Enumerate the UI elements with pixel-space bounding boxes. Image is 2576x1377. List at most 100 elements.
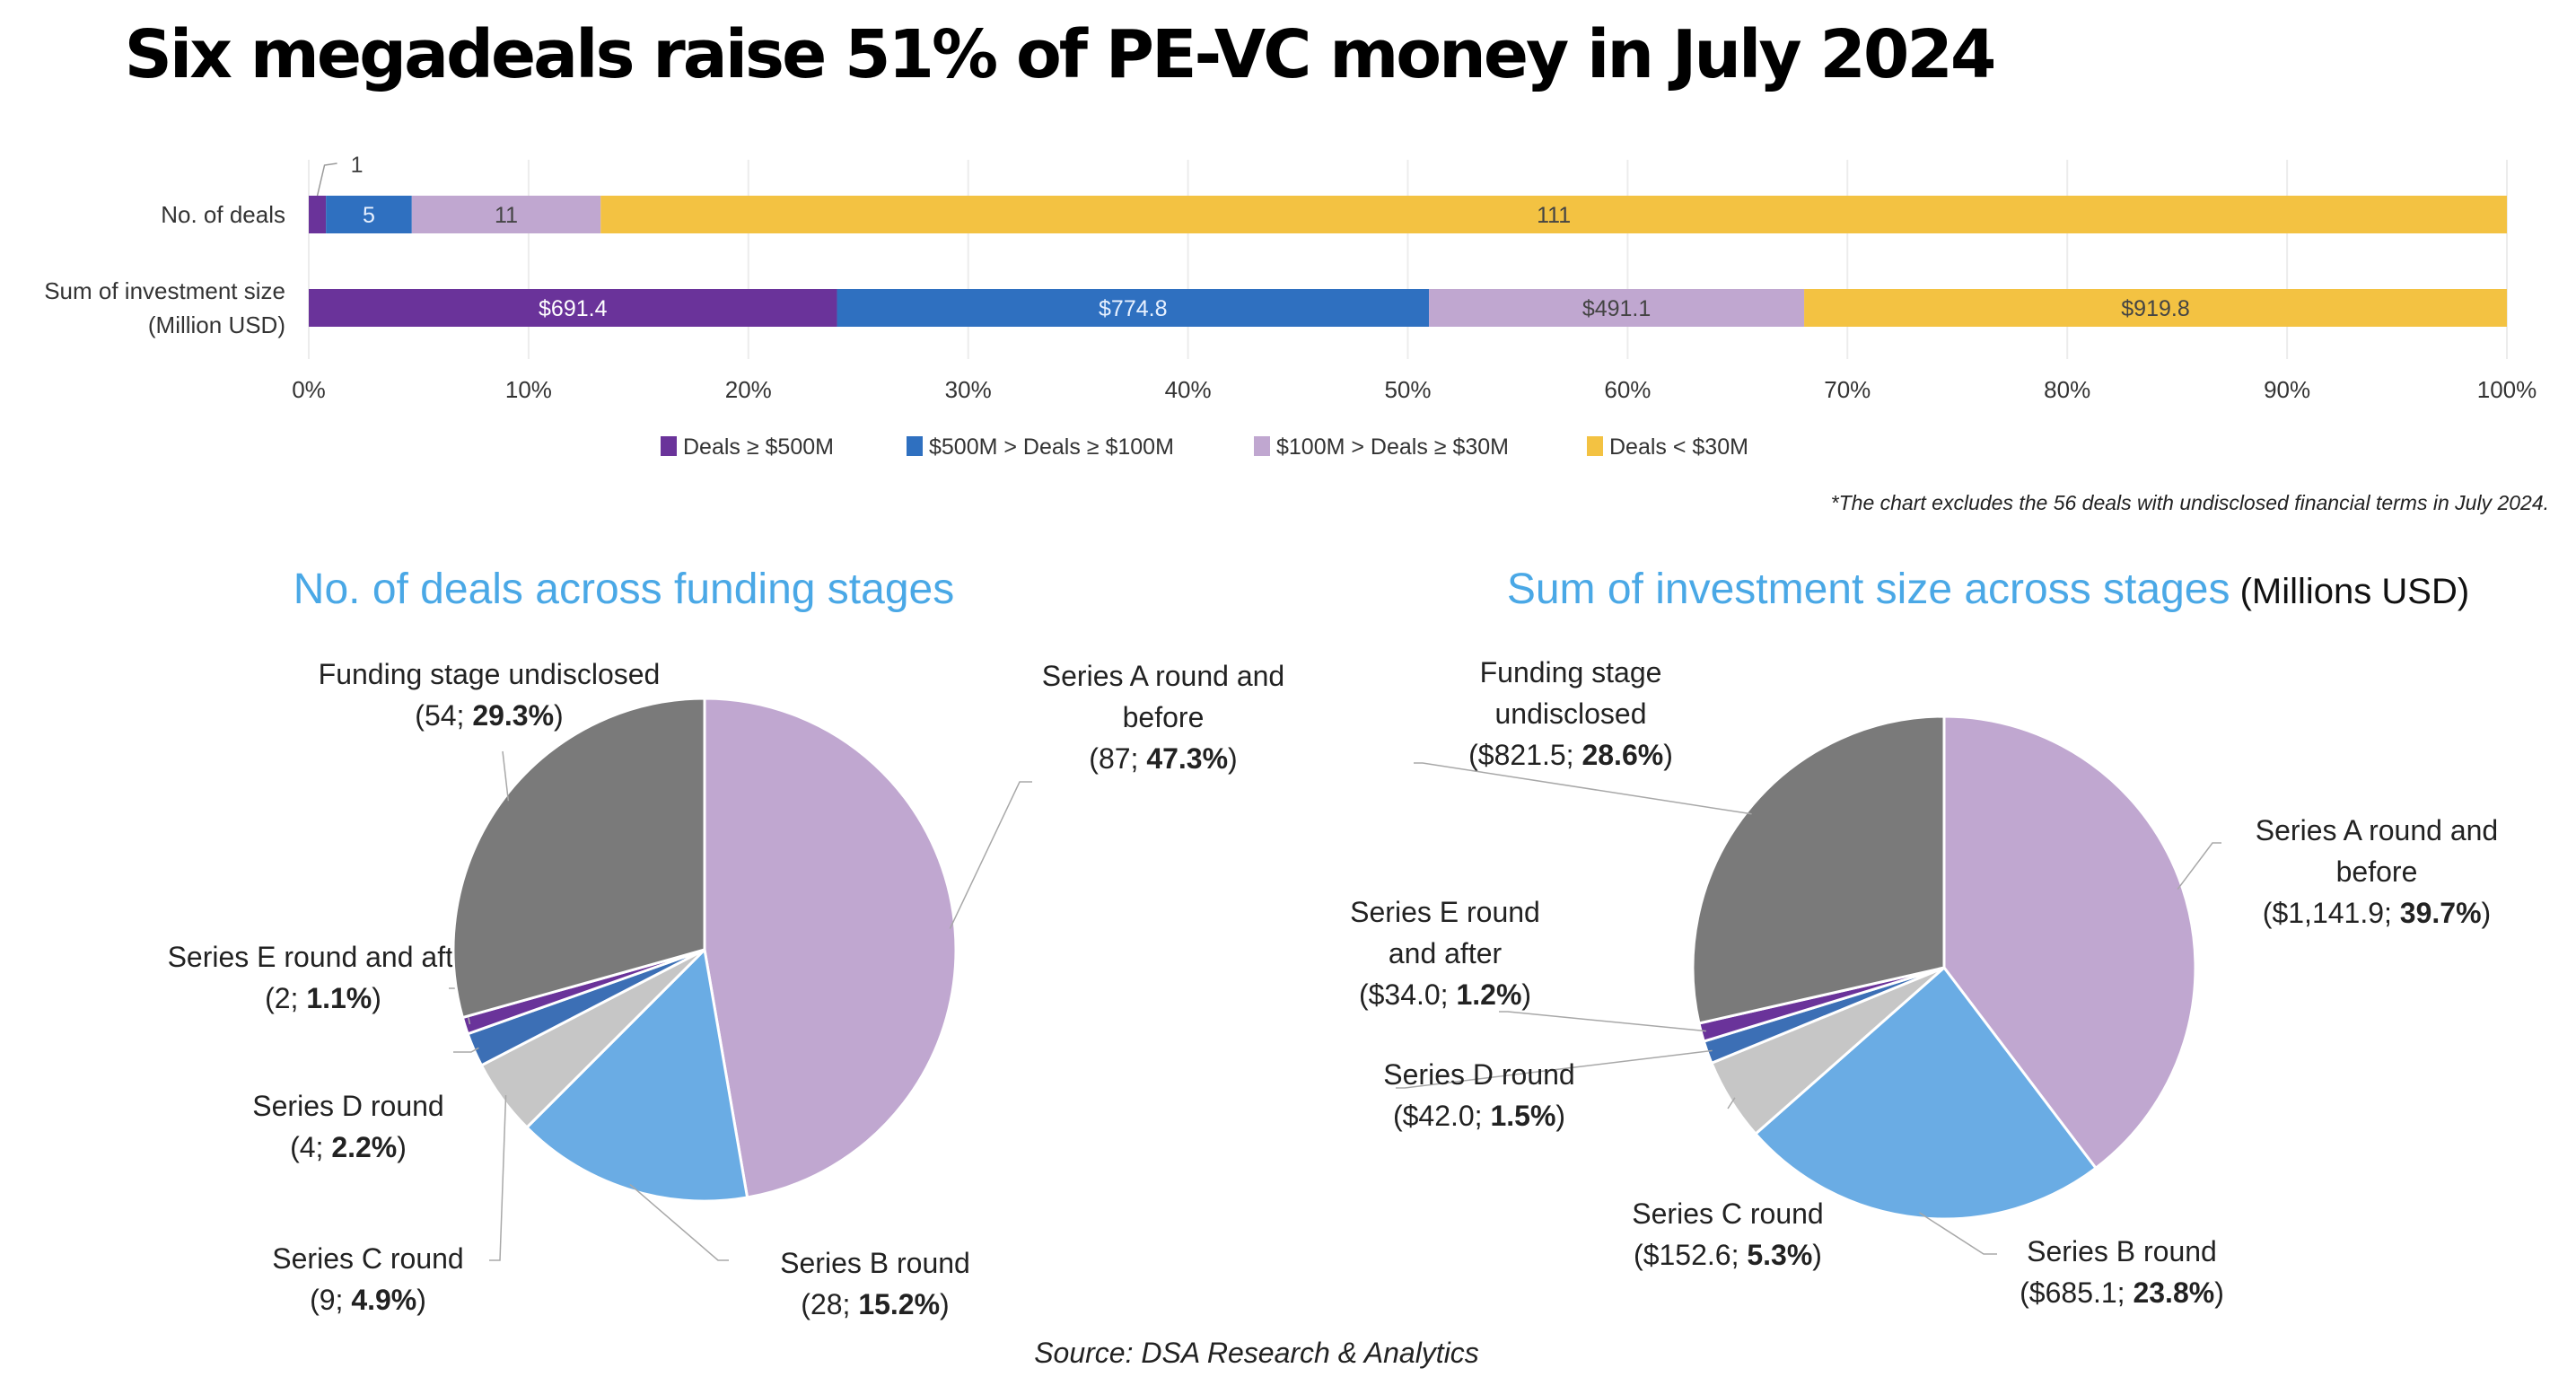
slice-percent: 5.3% [1747,1239,1812,1271]
slice-value: (28; [801,1288,858,1320]
leader-line [489,1095,507,1261]
x-tick-label: 50% [1384,376,1431,403]
slice-value: ($152.6; [1634,1239,1747,1271]
slice-value-label: (28; 15.2%) [801,1288,949,1320]
data-label: 5 [363,203,375,228]
leader-line [2177,842,2221,890]
slice-label: Series C round [1632,1197,1823,1230]
data-label: 11 [495,203,518,228]
pie-slice [1942,715,2197,1171]
slice-percent: 47.3% [1146,742,1228,775]
slice-value: (2; [265,982,306,1014]
slice-value-label: (87; 47.3%) [1089,742,1237,775]
x-tick-label: 80% [2044,376,2090,403]
bar-segment [837,289,1430,327]
slice-label: Series D round [252,1090,443,1122]
data-label: $919.8 [2121,296,2189,321]
slice-percent: 4.9% [351,1284,416,1316]
leader-line [316,162,337,197]
slice-label: Series E round [1350,896,1540,928]
slice-paren: ) [2214,1276,2224,1309]
x-tick-label: 70% [1824,376,1871,403]
bar-segment [309,289,837,327]
legend-swatch [661,436,677,456]
slice-value-label: ($1,141.9; 39.7%) [2263,897,2491,929]
slice-label: Funding stage [1480,656,1662,688]
slice-percent: 1.5% [1490,1100,1555,1132]
source-note: Source: DSA Research & Analytics [1034,1337,1479,1369]
slice-label: Series A round and [2256,814,2498,846]
pie-title: Sum of investment size across stages (Mi… [1507,566,2469,613]
pie-slice [1691,715,1946,1025]
slice-label: Series E round and after [168,941,479,973]
slice-label: before [2336,855,2418,888]
slice-paren: ) [372,982,381,1014]
slice-percent: 23.8% [2133,1276,2214,1309]
category-label: No. of deals [161,201,285,228]
slice-label: Series B round [2027,1235,2217,1267]
x-tick-label: 20% [725,376,772,403]
pie-title-main: No. of deals across funding stages [294,566,954,613]
slice-label: before [1123,701,1205,733]
main-title: Six megadeals raise 51% of PE-VC money i… [124,16,1997,93]
slice-paren: ) [1812,1239,1822,1271]
bar-segment [411,196,601,233]
x-tick-label: 10% [505,376,552,403]
pie-slice [451,697,706,1020]
slice-value: (9; [310,1284,351,1316]
pie-slice [703,697,958,1199]
slice-label: Series C round [272,1242,463,1275]
slice-percent: 29.3% [472,699,554,732]
slice-value-label: ($34.0; 1.2%) [1359,978,1531,1011]
slice-value: (87; [1089,742,1146,775]
slice-label: undisclosed [1495,697,1647,730]
slice-value: (4; [290,1131,331,1163]
category-label: Sum of investment size [44,277,285,304]
bar-segment [309,196,327,233]
slice-label: Series D round [1383,1058,1574,1091]
slice-value-label: ($42.0; 1.5%) [1393,1100,1565,1132]
legend-label: $100M > Deals ≥ $30M [1276,434,1509,460]
slice-value-label: (54; 29.3%) [415,699,563,732]
slice-paren: ) [416,1284,426,1316]
x-tick-label: 100% [2477,376,2537,403]
data-label: $774.8 [1099,296,1167,321]
slice-percent: 39.7% [2400,897,2482,929]
slice-label: and after [1389,937,1503,969]
legend-swatch [1254,436,1270,456]
slice-paren: ) [1555,1100,1565,1132]
slice-value: ($34.0; [1359,978,1457,1011]
footnote: *The chart excludes the 56 deals with un… [1831,491,2549,514]
x-tick-label: 60% [1604,376,1651,403]
pie-slice [524,946,749,1203]
leader-line [949,781,1032,929]
leader-line [1499,1011,1706,1032]
slice-value-label: (9; 4.9%) [310,1284,426,1316]
leader-line [453,1047,479,1053]
leader-line [1396,1049,1713,1089]
slice-value: ($1,141.9; [2263,897,2400,929]
category-label: (Million USD) [148,311,285,338]
slice-value-label: (2; 1.1%) [265,982,381,1014]
leader-line [1919,1212,1997,1255]
slice-value-label: ($821.5; 28.6%) [1468,739,1673,771]
pie-slice [1753,965,2098,1221]
slice-paren: ) [554,699,564,732]
slice-label: Series A round and [1042,660,1284,692]
legend-label: $500M > Deals ≥ $100M [929,434,1174,460]
legend-swatch [907,436,923,456]
pie-title-suffix: (Millions USD) [2230,572,2469,611]
leader-line [629,1183,729,1261]
slice-label: Funding stage undisclosed [319,658,661,690]
leader-line [1414,762,1752,815]
slice-paren: ) [397,1131,407,1163]
slice-value-label: ($152.6; 5.3%) [1634,1239,1822,1271]
data-label: $491.1 [1582,296,1651,321]
bar-segment [1429,289,1805,327]
slice-percent: 15.2% [858,1288,940,1320]
slice-label: Series B round [780,1247,970,1279]
slice-paren: ) [940,1288,950,1320]
slice-paren: ) [1663,739,1673,771]
slice-paren: ) [1521,978,1531,1011]
